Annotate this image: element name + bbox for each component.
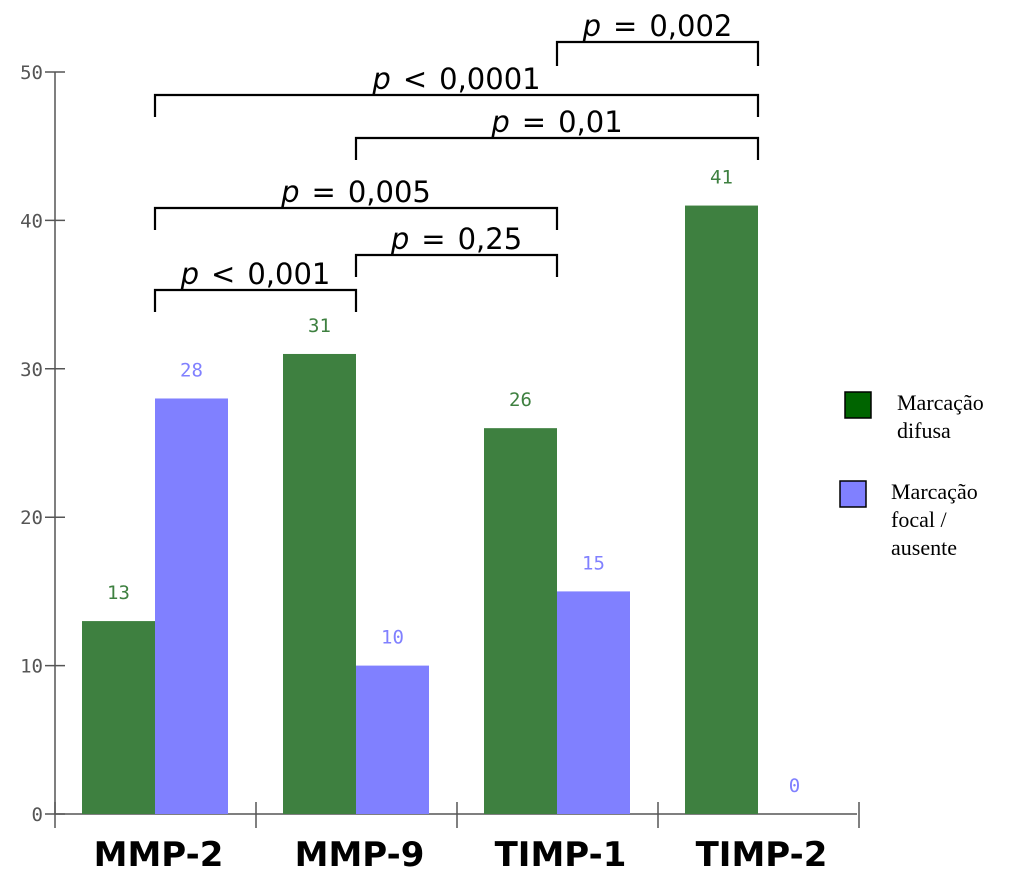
significance-bracket [153,206,559,230]
legend-label: difusa [897,418,951,443]
data-label: 10 [381,627,404,649]
legend: Marcação difusa Marcação focal / ausente [839,390,984,560]
bar-mmp-2-series-1 [82,621,155,814]
category-label: MMP-2 [94,835,224,874]
p-symbol: p [280,175,299,209]
p-value: 0,005 [348,175,431,209]
category-label: TIMP-2 [696,835,828,874]
legend-label: Marcação [897,390,984,415]
y-tick-label: 30 [20,359,43,381]
data-label: 13 [107,582,130,604]
p-relation: = [613,9,637,43]
data-label: 31 [308,315,331,337]
p-value-label: p = 0,01 [490,105,622,139]
data-label: 41 [710,167,733,189]
p-value: 0,25 [458,222,523,256]
legend-label: ausente [891,535,957,560]
y-tick-label: 50 [20,62,43,84]
data-label: 0 [789,775,800,797]
p-value: 0,001 [247,257,330,291]
bar-timp-1-series-1 [484,428,557,814]
bar-mmp-9-series-1 [283,353,356,814]
significance-brackets: p <0,001 p = 0,25 p = 0,005 p = 0,01 p <0,0001 p = 0,00… [153,9,760,312]
data-labels: 13 28 31 10 26 15 41 0 [107,167,800,797]
legend-label: Marcação [891,479,978,504]
significance-bracket [354,253,559,277]
p-relation: = [522,105,546,139]
y-tick-label: 20 [20,507,43,529]
data-label: 15 [582,552,605,574]
legend-swatch-series-1 [844,391,872,419]
significance-bracket [354,136,760,160]
p-value-label: p <0,001 [180,257,331,291]
bar-mmp-2-series-2 [155,398,228,814]
p-symbol: p [390,222,409,256]
p-value-label: p = 0,25 [390,222,522,256]
p-value: 0,002 [649,9,732,43]
significance-bracket [153,288,358,312]
p-symbol: p [490,105,509,139]
legend-swatch-series-2 [839,480,867,508]
p-value-label: p = 0,002 [582,9,733,43]
bar-mmp-9-series-2 [356,665,429,814]
p-value: 0,0001 [439,62,540,96]
p-relation: < [211,257,235,291]
p-value: 0,01 [558,105,623,139]
legend-label: focal / [891,507,947,532]
bars [82,205,758,814]
category-label: TIMP-1 [495,835,627,874]
y-tick-label: 0 [32,804,43,826]
data-label: 26 [509,389,532,411]
category-label: MMP-9 [295,835,425,874]
p-relation: < [403,62,427,96]
bar-timp-1-series-2 [557,591,630,814]
p-value-label: p = 0,005 [280,175,431,209]
p-symbol: p [371,62,390,96]
bar-timp-2-series-1 [685,205,758,814]
p-symbol: p [582,9,601,43]
p-relation: = [421,222,445,256]
y-tick-label: 40 [20,210,43,232]
significance-bracket [555,40,760,66]
p-symbol: p [180,257,199,291]
p-relation: = [312,175,336,209]
axes: 0 10 20 30 40 50 MMP-2 MMP-9 TIMP-1 TIMP-2 [20,62,860,874]
significance-bracket [153,93,760,117]
data-label: 28 [180,359,203,381]
y-tick-label: 10 [20,656,43,678]
p-value-label: p <0,0001 [371,62,540,96]
